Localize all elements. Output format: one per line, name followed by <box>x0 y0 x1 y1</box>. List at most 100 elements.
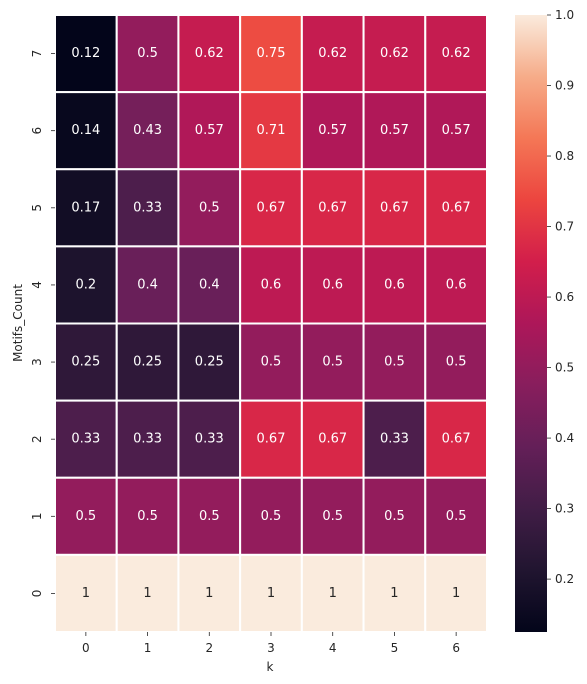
cell-value-label: 0.33 <box>380 432 409 447</box>
heatmap-cell <box>300 91 365 171</box>
colorbar-tick-label: 0.6 <box>555 290 574 304</box>
heatmap-cell <box>115 553 180 633</box>
heatmap-cell <box>177 168 242 248</box>
cell-value-label: 1 <box>267 586 275 601</box>
cell-value-label: 0.62 <box>318 46 347 61</box>
cell-value-label: 0.67 <box>318 200 347 215</box>
cell-value-label: 0.2 <box>76 277 97 292</box>
cell-value-label: 0.5 <box>384 509 405 524</box>
cell-value-label: 0.6 <box>261 277 282 292</box>
cell-value-label: 0.25 <box>195 355 224 370</box>
cell-value-label: 1 <box>329 586 337 601</box>
heatmap-cell <box>362 14 427 94</box>
cell-value-label: 1 <box>452 586 460 601</box>
colorbar-gradient <box>515 15 547 632</box>
cell-value-label: 0.33 <box>195 432 224 447</box>
cell-value-label: 0.5 <box>322 509 343 524</box>
heatmap-cell <box>362 245 427 325</box>
heatmap-cell <box>177 322 242 402</box>
x-axis-ticks: 0 1 2 3 4 5 6 <box>82 632 460 655</box>
heatmap-cell <box>115 399 180 479</box>
colorbar-tick-label: 1.0 <box>555 8 574 22</box>
y-tick-label: 4 <box>30 281 44 289</box>
cell-value-label: 0.67 <box>257 432 286 447</box>
heatmap-cell <box>362 168 427 248</box>
heatmap-cell <box>239 168 303 248</box>
cell-value-label: 0.57 <box>442 123 471 138</box>
heatmap-cell <box>177 476 242 556</box>
colorbar-tick-label: 0.2 <box>555 572 574 586</box>
cell-value-label: 0.6 <box>322 277 343 292</box>
cell-value-label: 0.67 <box>442 200 471 215</box>
heatmap-cell <box>362 553 427 633</box>
cell-value-label: 0.17 <box>71 200 100 215</box>
cell-value-label: 0.4 <box>137 277 158 292</box>
cell-value-label: 0.67 <box>442 432 471 447</box>
cell-value-label: 0.5 <box>446 509 467 524</box>
colorbar-tick-label: 0.7 <box>555 220 574 234</box>
heatmap-cell <box>300 553 365 633</box>
heatmap-cell <box>362 476 427 556</box>
heatmap-cell <box>300 168 365 248</box>
x-tick-label: 6 <box>452 641 460 655</box>
cell-value-label: 0.5 <box>137 509 158 524</box>
cell-value-label: 0.14 <box>71 123 100 138</box>
heatmap-cell <box>239 553 303 633</box>
cell-value-label: 0.57 <box>380 123 409 138</box>
colorbar-tick-label: 0.9 <box>555 79 574 93</box>
colorbar-tick-label: 0.4 <box>555 431 574 445</box>
cell-value-label: 0.5 <box>199 200 220 215</box>
cell-value-label: 0.33 <box>133 432 162 447</box>
x-tick-label: 5 <box>391 641 399 655</box>
cell-value-label: 1 <box>82 586 90 601</box>
cell-value-label: 0.62 <box>442 46 471 61</box>
y-tick-label: 1 <box>30 512 44 520</box>
cell-value-label: 1 <box>143 586 151 601</box>
y-tick-label: 3 <box>30 358 44 366</box>
heatmap-cell <box>54 399 118 479</box>
x-tick-label: 3 <box>267 641 275 655</box>
heatmap-cell <box>54 322 118 402</box>
cell-value-label: 0.43 <box>133 123 162 138</box>
heatmap-cell <box>239 476 303 556</box>
cell-value-label: 0.25 <box>71 355 100 370</box>
heatmap-cell <box>424 553 488 633</box>
y-axis-label: Motifs_Count <box>11 284 25 362</box>
cell-value-label: 0.5 <box>137 46 158 61</box>
x-tick-label: 4 <box>329 641 337 655</box>
cell-value-label: 0.25 <box>133 355 162 370</box>
cell-value-label: 0.5 <box>322 355 343 370</box>
cell-value-label: 0.71 <box>257 123 286 138</box>
cell-value-label: 0.33 <box>71 432 100 447</box>
cell-value-label: 0.6 <box>446 277 467 292</box>
cell-value-label: 0.57 <box>195 123 224 138</box>
cell-value-label: 0.6 <box>384 277 405 292</box>
cell-value-label: 1 <box>390 586 398 601</box>
cell-value-label: 0.5 <box>199 509 220 524</box>
heatmap-cell <box>424 399 488 479</box>
cell-value-label: 0.5 <box>384 355 405 370</box>
y-axis-ticks: 7 6 5 4 3 2 1 0 <box>30 50 55 598</box>
cell-value-label: 0.62 <box>380 46 409 61</box>
cell-value-label: 0.67 <box>318 432 347 447</box>
heatmap-cell <box>177 91 242 171</box>
cell-value-label: 0.75 <box>257 46 286 61</box>
cell-value-label: 0.67 <box>257 200 286 215</box>
x-tick-label: 2 <box>205 641 213 655</box>
y-tick-label: 0 <box>30 590 44 598</box>
heatmap-cell <box>115 168 180 248</box>
y-tick-label: 7 <box>30 50 44 58</box>
colorbar-tick-label: 0.3 <box>555 502 574 516</box>
cell-value-label: 1 <box>205 586 213 601</box>
heatmap-cell <box>424 91 488 171</box>
colorbar: 0.2 0.3 0.4 0.5 0.6 0.7 0.8 0.9 1.0 <box>515 8 574 632</box>
x-tick-label: 0 <box>82 641 90 655</box>
cell-value-label: 0.67 <box>380 200 409 215</box>
heatmap-cell <box>300 476 365 556</box>
y-tick-label: 2 <box>30 435 44 443</box>
colorbar-tick-label: 0.8 <box>555 149 574 163</box>
x-tick-label: 1 <box>144 641 152 655</box>
cell-value-label: 0.5 <box>261 509 282 524</box>
